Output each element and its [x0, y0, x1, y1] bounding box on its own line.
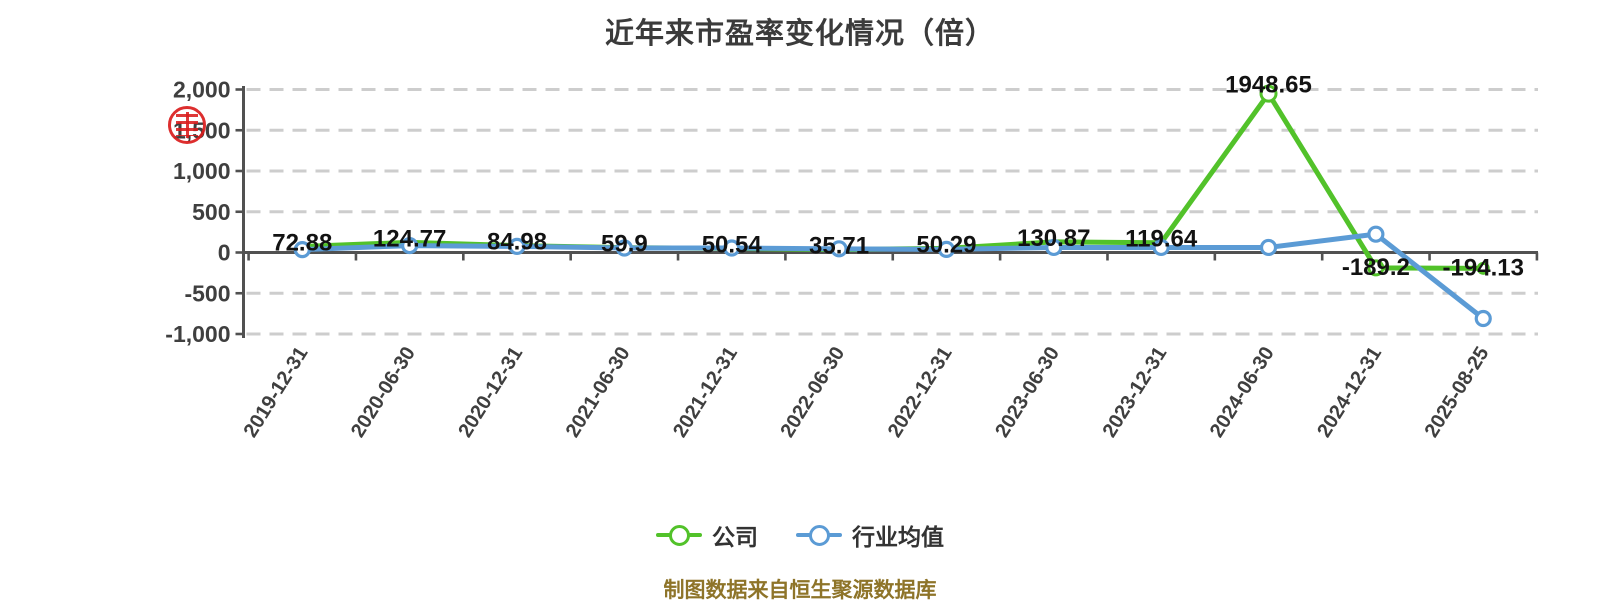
x-axis-label: 2024-12-31: [1313, 343, 1386, 441]
company-value-label: 50.54: [702, 231, 763, 258]
company-value-label: 59.9: [601, 231, 648, 258]
x-axis-label: 2020-06-30: [347, 343, 420, 441]
x-axis-label: 2024-06-30: [1206, 343, 1279, 441]
x-axis-label: 2021-12-31: [669, 343, 742, 441]
industry-average-data-point-marker[interactable]: [937, 240, 956, 259]
industry-average-data-point-marker[interactable]: [508, 237, 526, 255]
company-value-label: 130.87: [1017, 225, 1090, 252]
x-axis-label: 2025-08-25: [1421, 343, 1494, 441]
legend-item-industry-average[interactable]: 行业均值: [796, 518, 944, 552]
company-series-legend-marker-icon: [656, 524, 702, 546]
company-value-label: 119.64: [1125, 226, 1198, 253]
company-value-label: -189.2: [1342, 254, 1410, 281]
company-value-label: 1948.65: [1225, 72, 1312, 99]
industry-average-data-point-marker[interactable]: [293, 241, 311, 259]
company-value-label: 84.98: [487, 229, 547, 256]
industry-average-data-point-marker[interactable]: [401, 236, 419, 255]
data-source-caption: 制图数据来自恒生聚源数据库: [663, 579, 937, 600]
x-axis-label: 2021-06-30: [562, 343, 635, 441]
y-axis-label: 2,000: [173, 77, 231, 103]
industry-average-data-point-marker[interactable]: [1045, 238, 1063, 257]
company-value-label: -194.13: [1443, 254, 1524, 281]
industry-average-data-point-marker[interactable]: [1474, 309, 1492, 328]
red-seal-glyph: [176, 114, 198, 136]
industry-average-series-line: [299, 231, 1486, 322]
red-seal-stamp-icon: [168, 106, 206, 144]
industry-average-data-point-marker[interactable]: [1259, 238, 1278, 257]
y-axis-label: 1,000: [173, 158, 231, 184]
company-data-point-marker[interactable]: [1476, 261, 1490, 275]
y-axis-label: -1,000: [165, 321, 230, 347]
chart-legend: 公司 行业均值: [0, 517, 1600, 553]
legend-label-industry-average: 行业均值: [852, 524, 944, 550]
industry-average-data-point-marker[interactable]: [830, 240, 848, 258]
company-data-point-marker[interactable]: [1367, 259, 1385, 277]
x-axis-label: 2022-12-31: [884, 343, 957, 441]
x-axis-label: 2020-12-31: [454, 343, 527, 441]
industry-average-data-point-marker[interactable]: [1367, 225, 1385, 243]
legend-label-company: 公司: [712, 524, 758, 550]
company-value-label: 50.29: [916, 231, 976, 258]
company-value-label: 35.71: [809, 233, 869, 260]
x-axis-label: 2022-06-30: [776, 343, 849, 441]
industry-average-data-point-marker[interactable]: [1152, 238, 1170, 257]
x-axis-label: 2023-06-30: [991, 343, 1064, 441]
company-value-label: 124.77: [373, 225, 446, 252]
legend-item-company[interactable]: 公司: [656, 518, 758, 552]
industry-average-series-legend-marker-icon: [796, 524, 842, 546]
chart-title: 近年来市盈率变化情况（倍）: [604, 18, 995, 50]
industry-average-data-point-marker[interactable]: [615, 239, 633, 257]
company-value-label: 72.88: [272, 230, 332, 257]
x-axis-label: 2023-12-31: [1099, 343, 1172, 441]
y-axis-label: -500: [184, 280, 230, 306]
industry-average-data-point-marker[interactable]: [723, 239, 741, 257]
x-axis-label: 2019-12-31: [240, 343, 313, 441]
company-data-point-marker[interactable]: [1259, 84, 1278, 103]
y-axis-label: 500: [192, 199, 230, 225]
y-axis-label: 0: [218, 240, 231, 266]
